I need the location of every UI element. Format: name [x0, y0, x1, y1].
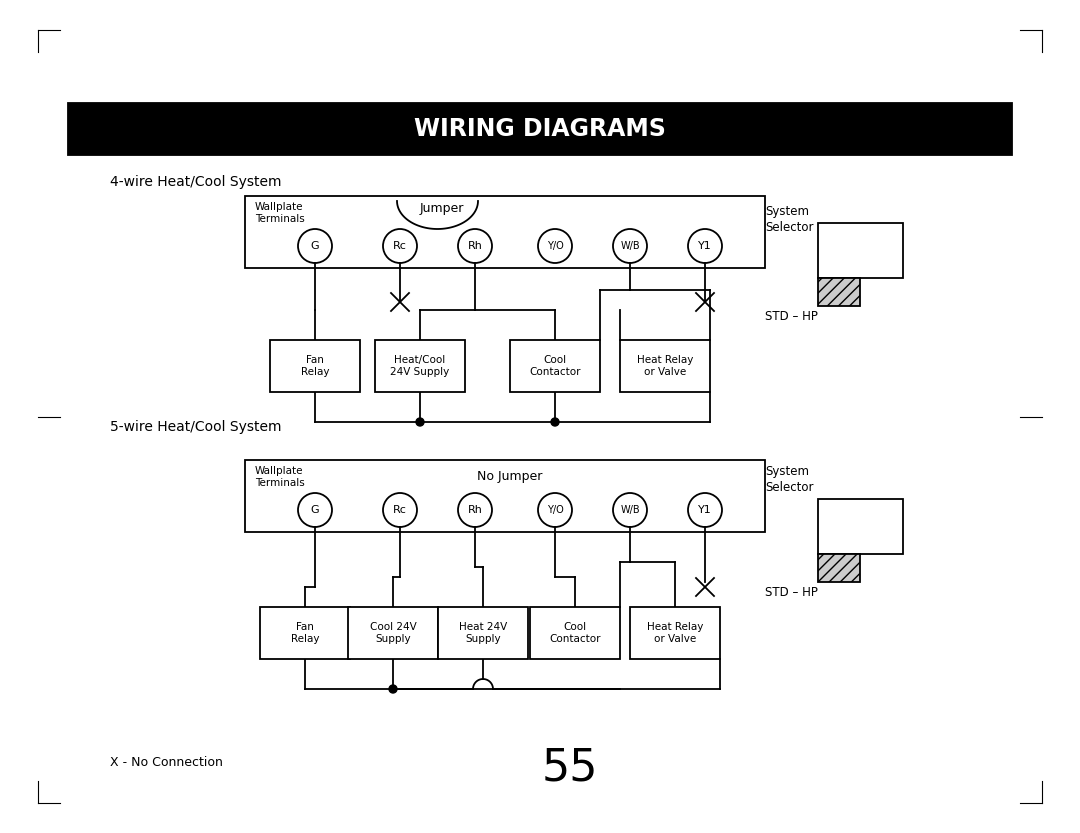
- Bar: [245, 460, 765, 532]
- Text: Rc: Rc: [393, 241, 407, 251]
- Bar: [630, 607, 720, 659]
- Bar: [348, 607, 438, 659]
- Bar: [510, 340, 600, 392]
- Text: Heat Relay
or Valve: Heat Relay or Valve: [647, 621, 703, 644]
- Text: 55: 55: [542, 746, 598, 790]
- Bar: [818, 498, 903, 553]
- Text: Rh: Rh: [468, 241, 483, 251]
- Text: Rc: Rc: [393, 505, 407, 515]
- Text: Wallplate
Terminals: Wallplate Terminals: [255, 202, 305, 224]
- Text: Cool
Contactor: Cool Contactor: [550, 621, 600, 644]
- Text: Heat 24V
Supply: Heat 24V Supply: [459, 621, 508, 644]
- Text: STD – HP: STD – HP: [765, 310, 818, 322]
- Text: System
Selector: System Selector: [765, 465, 813, 494]
- Text: Y/O: Y/O: [546, 505, 564, 515]
- Text: W/B: W/B: [620, 505, 639, 515]
- Text: X - No Connection: X - No Connection: [110, 756, 222, 769]
- Text: G: G: [311, 241, 320, 251]
- Bar: [260, 607, 350, 659]
- Text: 5-wire Heat/Cool System: 5-wire Heat/Cool System: [110, 420, 282, 434]
- Bar: [438, 607, 528, 659]
- Text: Rh: Rh: [468, 505, 483, 515]
- Text: WIRING DIAGRAMS: WIRING DIAGRAMS: [414, 117, 666, 141]
- Circle shape: [551, 418, 559, 426]
- Text: STD – HP: STD – HP: [765, 586, 818, 598]
- Text: Y1: Y1: [698, 505, 712, 515]
- Text: Fan
Relay: Fan Relay: [300, 355, 329, 377]
- Bar: [818, 277, 860, 306]
- Text: 4-wire Heat/Cool System: 4-wire Heat/Cool System: [110, 175, 282, 189]
- Text: W/B: W/B: [620, 241, 639, 251]
- Text: No Jumper: No Jumper: [477, 470, 542, 483]
- Text: Fan
Relay: Fan Relay: [291, 621, 320, 644]
- Bar: [270, 340, 360, 392]
- Bar: [68, 103, 1012, 155]
- Text: Y1: Y1: [698, 241, 712, 251]
- Bar: [620, 340, 710, 392]
- Bar: [530, 607, 620, 659]
- Bar: [818, 553, 860, 581]
- Text: Heat Relay
or Valve: Heat Relay or Valve: [637, 355, 693, 377]
- Circle shape: [389, 685, 397, 693]
- Bar: [818, 222, 903, 277]
- Bar: [245, 196, 765, 268]
- Bar: [375, 340, 465, 392]
- Text: Cool 24V
Supply: Cool 24V Supply: [369, 621, 417, 644]
- Text: Cool
Contactor: Cool Contactor: [529, 355, 581, 377]
- Text: System
Selector: System Selector: [765, 205, 813, 234]
- Text: Wallplate
Terminals: Wallplate Terminals: [255, 466, 305, 488]
- Text: Y/O: Y/O: [546, 241, 564, 251]
- Circle shape: [416, 418, 424, 426]
- Text: Jumper: Jumper: [420, 202, 464, 215]
- Text: Heat/Cool
24V Supply: Heat/Cool 24V Supply: [390, 355, 449, 377]
- Text: G: G: [311, 505, 320, 515]
